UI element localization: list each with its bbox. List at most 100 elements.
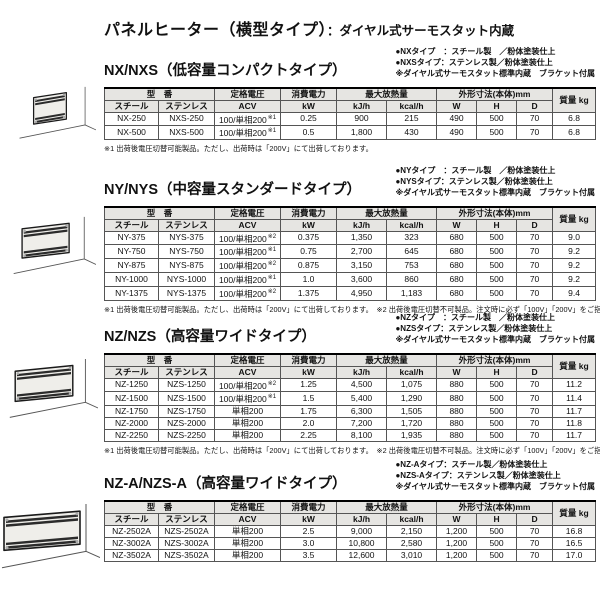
col-header-dim-w: W	[436, 218, 478, 232]
spec-cell: 500	[476, 111, 518, 127]
spec-cell: NZ-2250	[104, 429, 159, 443]
spec-cell: NZ-1500	[104, 391, 159, 407]
spec-cell: 11.2	[552, 377, 597, 393]
col-header-heat: 最大放熱量	[336, 206, 438, 220]
spec-cell: NYS-1375	[157, 285, 216, 301]
col-header-heat-kj: kJ/h	[336, 99, 388, 113]
spec-cell: 5,400	[336, 391, 388, 407]
spec-cell: 1,505	[386, 405, 438, 419]
spec-row: NZ-2250 NZS-2250 単相200 2.25 8,100 1,935 880 500…	[104, 429, 597, 443]
col-header-dim-d: D	[516, 365, 554, 379]
spec-cell: 500	[476, 391, 518, 407]
spec-cell: NYS-875	[157, 258, 216, 274]
voltage-footnote-marker: ※2	[267, 233, 277, 240]
spec-table-body: NZ-1250 NZS-1250 100/単相200※2 1.25 4,500 1,075…	[104, 377, 597, 443]
page-title-sub: ：ダイヤル式サーモスタット内蔵	[327, 24, 515, 38]
spec-cell: 単相200	[214, 405, 282, 419]
spec-cell: 11.4	[552, 391, 597, 407]
note-line: ※ダイヤル式サーモスタット標準内蔵 ブラケット付属	[395, 69, 595, 79]
col-header-weight: 質量 kg	[552, 206, 597, 232]
spec-cell: 880	[436, 377, 478, 393]
col-header-heat: 最大放熱量	[336, 87, 438, 101]
spec-cell: 4,500	[336, 377, 388, 393]
col-header-power-unit: kW	[280, 218, 338, 232]
spec-cell: 2.0	[280, 417, 338, 431]
spec-cell: 0.375	[280, 230, 338, 246]
spec-cell: 753	[386, 258, 438, 274]
spec-row: NY-1000 NYS-1000 100/単相200※1 1.0 3,600 860 680…	[104, 272, 597, 287]
spec-cell: 1,350	[336, 230, 388, 246]
col-header-dim-w: W	[436, 365, 478, 379]
spec-cell: 100/単相200※2	[214, 377, 282, 393]
section-notes: ●NXタイプ ：スチール製 ／粉体塗装仕上 ●NXSタイプ：ステンレス製／粉体塗装…	[395, 46, 595, 80]
spec-cell: 500	[476, 258, 518, 274]
note-line: ●NXSタイプ：ステンレス製／粉体塗装仕上	[395, 58, 553, 68]
note-line: ●NZS-Aタイプ：ステンレス製／粉体塗装仕上	[395, 471, 561, 481]
spec-cell: 9.2	[552, 272, 597, 287]
spec-cell: 1,800	[336, 125, 388, 141]
spec-cell: 7,200	[336, 417, 388, 431]
spec-cell: 500	[476, 244, 518, 260]
spec-cell: 70	[516, 285, 554, 301]
spec-cell: 6,300	[336, 405, 388, 419]
spec-cell: 9,000	[336, 524, 388, 538]
spec-cell: 1,200	[436, 524, 478, 538]
note-line: ●NZSタイプ：ステンレス製／粉体塗装仕上	[395, 324, 553, 334]
col-header-steel: スチール	[104, 218, 159, 232]
col-header-weight: 質量 kg	[552, 87, 597, 113]
col-header-voltage-unit: ACV	[214, 218, 282, 232]
spec-cell: 単相200	[214, 548, 282, 562]
spec-cell: 500	[476, 285, 518, 301]
spec-cell: 880	[436, 429, 478, 443]
spec-cell: 500	[476, 377, 518, 393]
spec-cell: NY-375	[104, 230, 159, 246]
spec-cell: 70	[516, 417, 554, 431]
spec-cell: 70	[516, 125, 554, 141]
spec-cell: 9.2	[552, 258, 597, 274]
section-notes: ●NZ-Aタイプ：スチール製／粉体塗装仕上 ●NZS-Aタイプ：ステンレス製／粉体…	[395, 459, 595, 493]
col-header-dim-d: D	[516, 512, 554, 526]
col-header-weight: 質量 kg	[552, 500, 597, 526]
col-header-voltage-unit: ACV	[214, 512, 282, 526]
spec-cell: 70	[516, 391, 554, 407]
col-header-dims: 外形寸法(本体)mm	[436, 87, 554, 101]
note-line: ●NXタイプ ：スチール製 ／粉体塗装仕上	[395, 47, 556, 56]
spec-cell: 1,720	[386, 417, 438, 431]
spec-cell: NY-875	[104, 258, 159, 274]
spec-cell: 3.5	[280, 548, 338, 562]
col-header-voltage-unit: ACV	[214, 99, 282, 113]
spec-cell: 100/単相200※1	[214, 111, 282, 127]
spec-cell: 1.5	[280, 391, 338, 407]
col-header-power: 消費電力	[280, 500, 338, 514]
col-header-steel: スチール	[104, 365, 159, 379]
panel-heater-illustration	[18, 86, 96, 144]
spec-table: 型 番 定格電圧 消費電力 最大放熱量 外形寸法(本体)mm 質量 kg スチー…	[103, 86, 597, 141]
spec-table-body: NX-250 NXS-250 100/単相200※1 0.25 900 215 490 500…	[104, 111, 597, 141]
spec-cell: NY-1000	[104, 272, 159, 287]
col-header-dims: 外形寸法(本体)mm	[436, 206, 554, 220]
spec-table-body: NY-375 NYS-375 100/単相200※2 0.375 1,350 323 680…	[104, 230, 597, 301]
spec-cell: NZS-2000	[157, 417, 216, 431]
spec-cell: NZ-2000	[104, 417, 159, 431]
spec-cell: 680	[436, 244, 478, 260]
spec-table: 型 番 定格電圧 消費電力 最大放熱量 外形寸法(本体)mm 質量 kg スチー…	[103, 205, 597, 301]
section-heading: NZ-A/NZS-A（高容量ワイドタイプ）	[104, 475, 347, 492]
product-section: NY/NYS（中容量スタンダードタイプ） ●NYタイプ ：スチール製 ／粉体塗装…	[0, 165, 600, 315]
spec-cell: 6.8	[552, 125, 597, 141]
spec-cell: NXS-250	[157, 111, 216, 127]
spec-cell: 2,700	[336, 244, 388, 260]
section-notes: ●NYタイプ ：スチール製 ／粉体塗装仕上 ●NYSタイプ：ステンレス製／粉体塗装…	[395, 165, 595, 199]
spec-cell: 2.25	[280, 429, 338, 443]
page-title: パネルヒーター（横型タイプ）：ダイヤル式サーモスタット内蔵	[104, 16, 514, 40]
spec-cell: 2.5	[280, 524, 338, 538]
col-header-voltage-unit: ACV	[214, 365, 282, 379]
spec-cell: 6.8	[552, 111, 597, 127]
spec-cell: 11.7	[552, 405, 597, 419]
panel-heater-illustration	[8, 358, 98, 424]
spec-cell: 70	[516, 258, 554, 274]
col-header-stainless: ステンレス	[157, 99, 216, 113]
spec-cell: NY-750	[104, 244, 159, 260]
voltage-footnote-marker: ※1	[267, 394, 277, 401]
spec-row: NZ-1250 NZS-1250 100/単相200※2 1.25 4,500 1,075…	[104, 377, 597, 393]
spec-cell: 0.875	[280, 258, 338, 274]
